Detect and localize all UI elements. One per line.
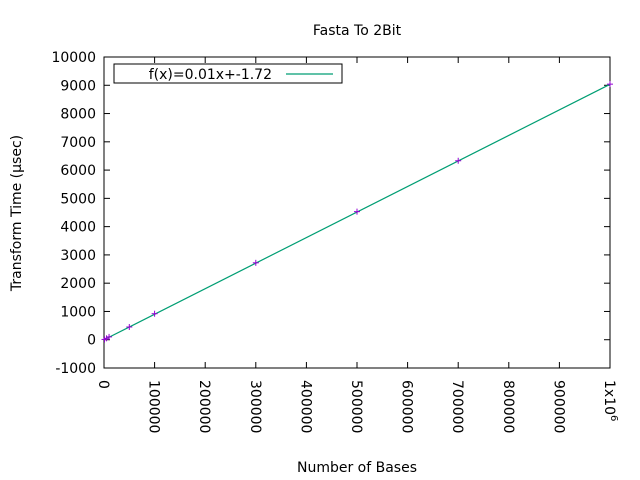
data-point [103,335,110,342]
y-tick-label: 10000 [51,50,96,66]
y-axis: -1000 0 1000 2000 3000 4000 5000 6000 7000 8000 90… [51,50,610,377]
y-tick-label: 4000 [60,220,96,236]
data-point [455,157,462,164]
y-tick-label: -1000 [55,361,96,377]
data-point [151,310,158,317]
legend: f(x)=0.01x+-1.72 [113,63,343,84]
data-point [607,81,613,88]
data-point [354,208,360,215]
y-tick-label: 3000 [60,248,96,264]
y-tick-label: 0 [87,333,96,349]
legend-entry-fit: f(x)=0.01x+-1.72 [149,67,272,83]
x-tick-label: 1x106 [601,380,619,421]
x-tick-label-exponent: 6 [608,415,619,421]
legend-box [113,63,343,84]
y-tick-label: 9000 [60,78,96,94]
data-point [252,259,259,266]
data-point [126,324,133,331]
x-tick-label: 300000 [247,380,263,433]
y-tick-label: 1000 [60,304,96,320]
x-tick-label: 500000 [348,380,364,433]
x-tick-label: 0 [95,380,111,389]
x-tick-label: 700000 [449,380,465,433]
x-tick-label: 600000 [399,380,415,433]
x-axis-label: Number of Bases [297,460,417,476]
x-tick-label: 100000 [146,380,162,433]
y-tick-label: 5000 [60,191,96,207]
chart-title: Fasta To 2Bit [313,23,402,39]
y-tick-label: 6000 [60,163,96,179]
x-tick-label: 400000 [297,380,313,433]
plot-area [101,81,613,343]
x-tick-label: 900000 [550,380,566,433]
x-tick-label: 800000 [500,380,516,433]
y-tick-label: 7000 [60,135,96,151]
data-point [106,333,113,340]
y-tick-label: 8000 [60,107,96,123]
y-axis-label: Transform Time (μsec) [9,135,25,292]
x-axis: 0 100000 200000 300000 400000 500000 600000 700… [95,57,619,433]
x-tick-label: 200000 [196,380,212,433]
y-tick-label: 2000 [60,276,96,292]
